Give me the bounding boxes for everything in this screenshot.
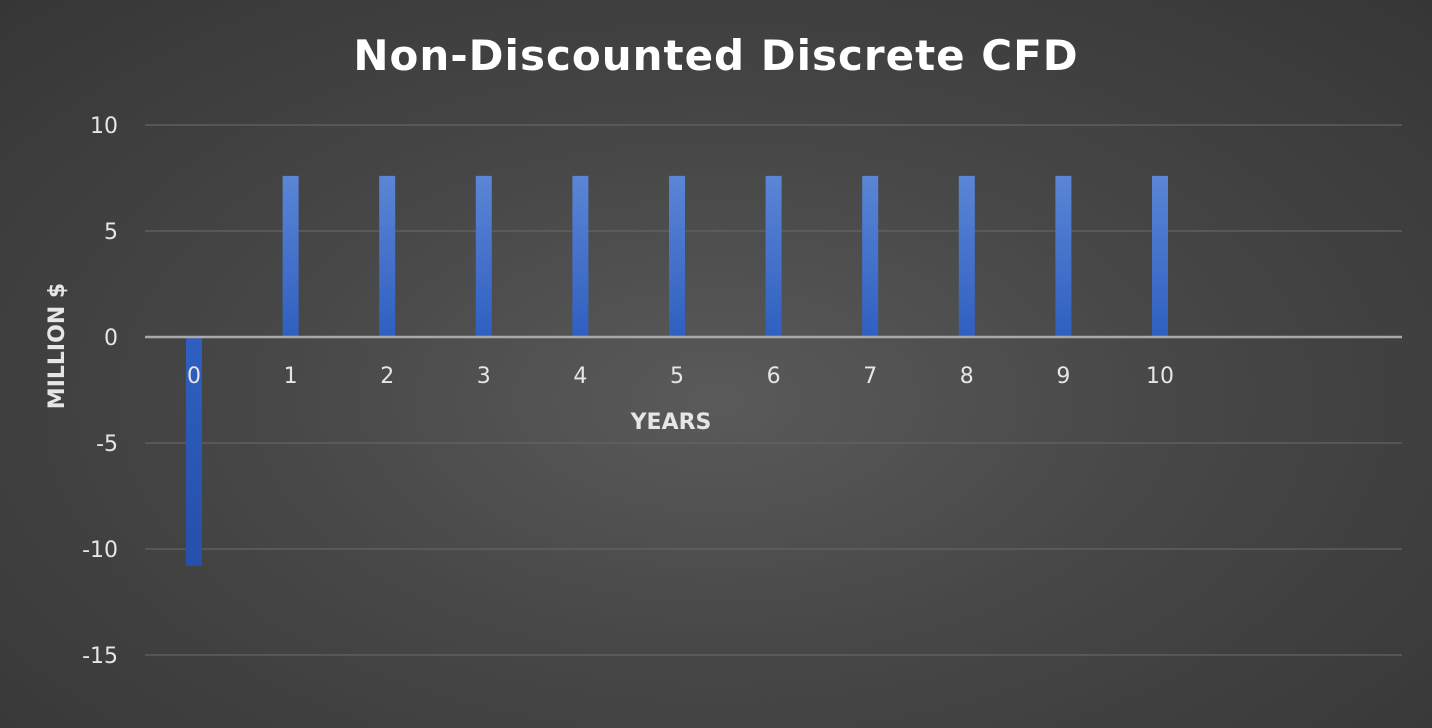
bar-year-1	[282, 175, 299, 337]
x-tick-label: 3	[477, 364, 491, 389]
y-axis-label: MILLION $	[45, 283, 70, 409]
bars	[186, 175, 1168, 566]
x-tick-label: 1	[284, 364, 298, 389]
bar-year-8	[958, 175, 975, 337]
y-tick-label: 0	[104, 326, 118, 351]
x-tick-label: 5	[670, 364, 684, 389]
x-tick-label: 10	[1146, 364, 1174, 389]
x-axis-label: YEARS	[630, 410, 712, 435]
y-tick-label: -15	[82, 644, 118, 669]
bar-year-6	[765, 175, 782, 337]
x-tick-label: 6	[767, 364, 781, 389]
bar-year-2	[379, 175, 396, 337]
x-tick-label: 4	[573, 364, 587, 389]
y-tick-label: -10	[82, 538, 118, 563]
y-tick-label: 10	[90, 114, 118, 139]
x-tick-label: 8	[960, 364, 974, 389]
bar-year-3	[475, 175, 492, 337]
bar-year-10	[1152, 175, 1168, 337]
y-tick-label: 5	[104, 220, 118, 245]
x-tick-label: 9	[1056, 364, 1070, 389]
x-axis-ticks: 0 1 2 3 4 5 6 7 8 9 10	[187, 364, 1174, 389]
bar-year-5	[669, 175, 685, 337]
y-axis-ticks: 10 5 0 -5 -10 -15	[82, 114, 118, 669]
bar-year-7	[862, 175, 879, 337]
chart-title: Non-Discounted Discrete CFD	[353, 31, 1078, 80]
bar-year-4	[572, 175, 589, 337]
gridlines	[145, 124, 1402, 656]
y-tick-label: -5	[96, 432, 118, 457]
x-tick-label: 2	[380, 364, 394, 389]
bar-year-9	[1055, 175, 1072, 337]
bar-year-0	[186, 337, 202, 566]
x-tick-label: 7	[863, 364, 877, 389]
x-tick-label: 0	[187, 364, 201, 389]
